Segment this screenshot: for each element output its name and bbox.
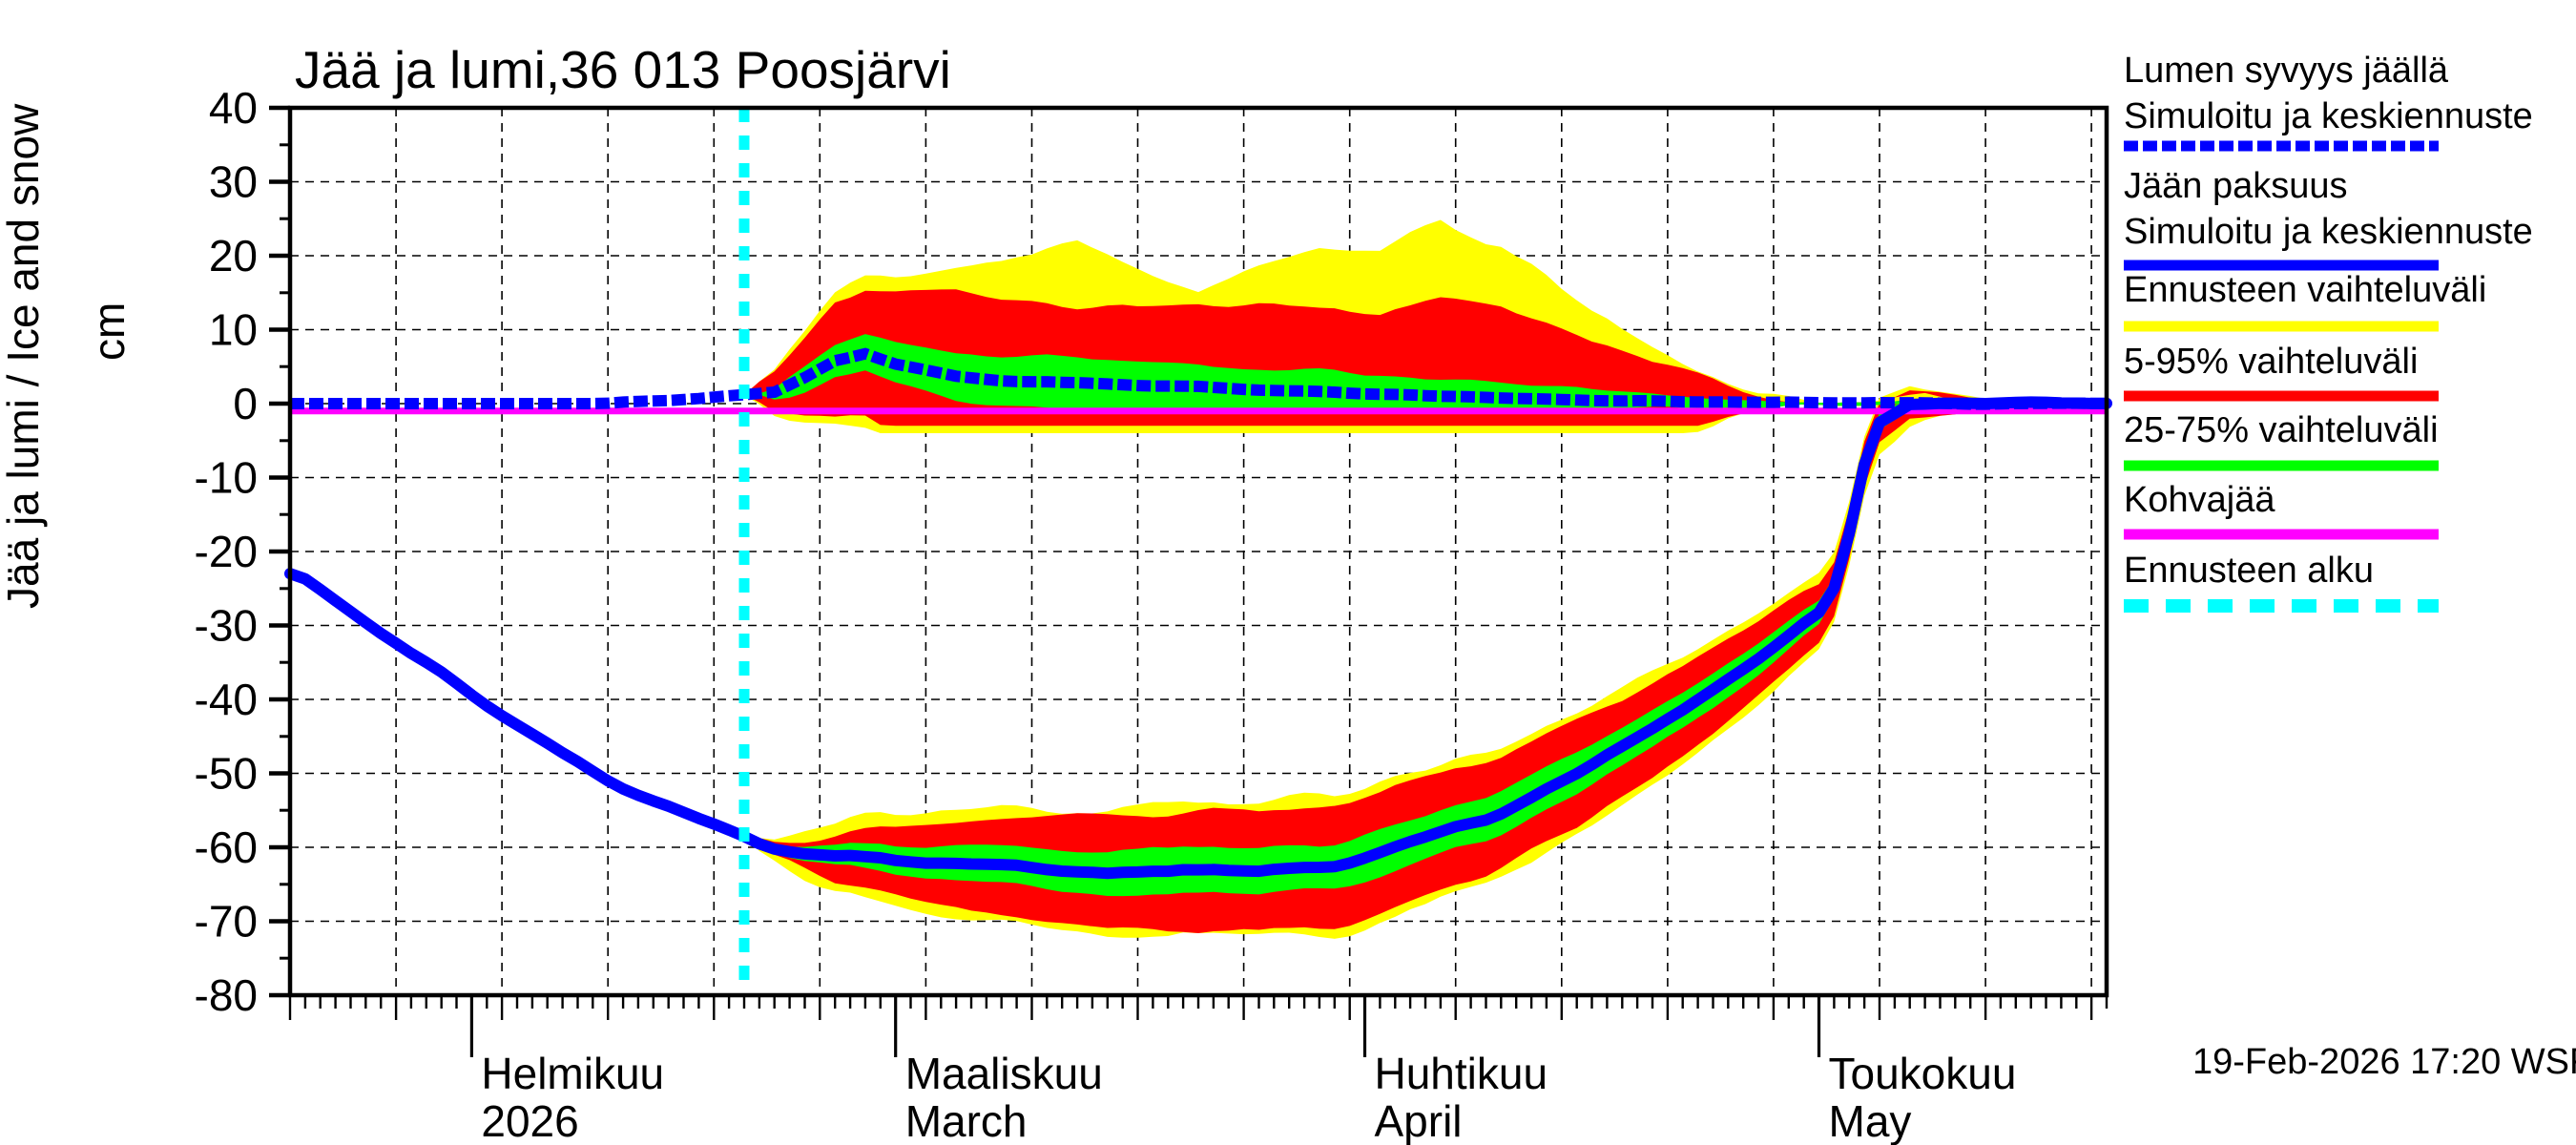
svg-text:-40: -40 — [195, 675, 258, 724]
svg-text:0: 0 — [233, 379, 258, 428]
svg-text:Toukokuu: Toukokuu — [1829, 1049, 2017, 1098]
svg-text:Huhtikuu: Huhtikuu — [1375, 1049, 1548, 1098]
svg-text:Ennusteen vaihteluväli: Ennusteen vaihteluväli — [2124, 270, 2486, 310]
svg-text:Jää ja lumi / Ice and snow: Jää ja lumi / Ice and snow — [0, 103, 48, 609]
svg-text:Lumen syvyys jäällä: Lumen syvyys jäällä — [2124, 51, 2449, 91]
svg-text:Helmikuu: Helmikuu — [481, 1049, 664, 1098]
svg-text:cm: cm — [84, 302, 134, 361]
svg-text:Jään paksuus: Jään paksuus — [2124, 166, 2348, 206]
svg-text:-80: -80 — [195, 970, 258, 1020]
svg-text:Ennusteen alku: Ennusteen alku — [2124, 551, 2374, 591]
svg-text:30: 30 — [209, 157, 258, 207]
svg-text:-60: -60 — [195, 822, 258, 872]
svg-text:May: May — [1829, 1096, 1912, 1145]
svg-text:April: April — [1375, 1096, 1463, 1145]
svg-text:5-95% vaihteluväli: 5-95% vaihteluväli — [2124, 342, 2418, 382]
svg-text:Jää ja lumi,36 013 Poosjärvi: Jää ja lumi,36 013 Poosjärvi — [295, 40, 951, 99]
svg-text:40: 40 — [209, 83, 258, 133]
svg-text:25-75% vaihteluväli: 25-75% vaihteluväli — [2124, 410, 2439, 450]
svg-text:2026: 2026 — [481, 1096, 578, 1145]
svg-text:-30: -30 — [195, 601, 258, 651]
svg-text:Simuloitu ja keskiennuste: Simuloitu ja keskiennuste — [2124, 96, 2533, 136]
svg-text:20: 20 — [209, 231, 258, 281]
svg-text:-70: -70 — [195, 897, 258, 947]
svg-text:19-Feb-2026 17:20 WSFS-P: 19-Feb-2026 17:20 WSFS-P — [2192, 1042, 2576, 1082]
svg-text:-50: -50 — [195, 749, 258, 799]
svg-text:Maaliskuu: Maaliskuu — [905, 1049, 1103, 1098]
svg-text:-10: -10 — [195, 453, 258, 503]
svg-text:10: 10 — [209, 305, 258, 355]
svg-text:-20: -20 — [195, 527, 258, 576]
svg-text:Simuloitu ja keskiennuste: Simuloitu ja keskiennuste — [2124, 212, 2533, 252]
svg-text:Kohvajää: Kohvajää — [2124, 480, 2275, 520]
svg-text:March: March — [905, 1096, 1028, 1145]
